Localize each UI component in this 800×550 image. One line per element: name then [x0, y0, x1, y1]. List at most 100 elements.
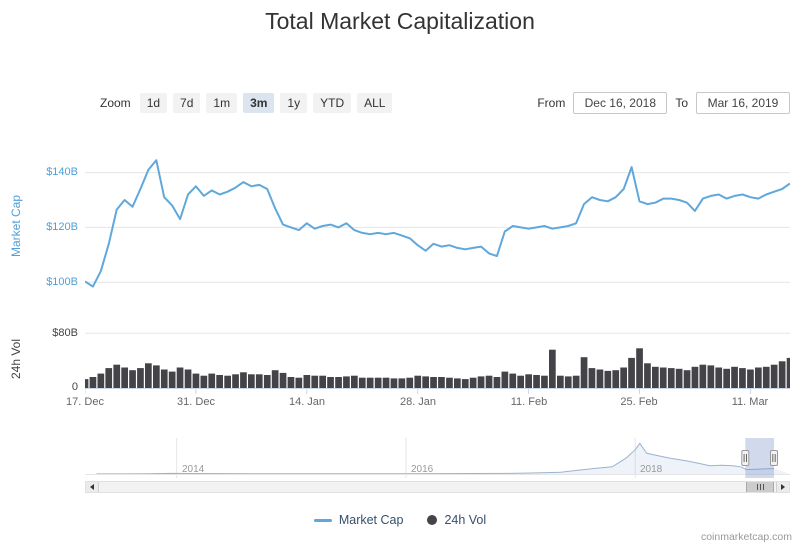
volume-bar[interactable]	[747, 369, 754, 389]
volume-bar[interactable]	[430, 377, 437, 388]
scroll-right-button[interactable]	[776, 482, 789, 492]
navigator[interactable]	[85, 438, 790, 478]
volume-bar[interactable]	[287, 377, 295, 388]
volume-bar[interactable]	[723, 368, 730, 388]
volume-bar[interactable]	[778, 361, 786, 388]
volume-bar[interactable]	[382, 377, 390, 388]
volume-bar[interactable]	[97, 373, 105, 388]
volume-bar[interactable]	[675, 368, 683, 388]
volume-bar[interactable]	[398, 378, 406, 388]
volume-bar[interactable]	[366, 377, 374, 388]
volume-bar[interactable]	[255, 374, 263, 388]
volume-bar[interactable]	[667, 368, 675, 388]
volume-bar[interactable]	[707, 365, 715, 388]
volume-bar[interactable]	[628, 357, 635, 388]
volume-bar[interactable]	[374, 377, 382, 388]
volume-bar[interactable]	[422, 376, 429, 388]
volume-bar[interactable]	[461, 379, 469, 388]
scrollbar-track[interactable]	[85, 481, 790, 493]
volume-bar[interactable]	[438, 377, 445, 388]
volume-bar[interactable]	[580, 357, 588, 388]
volume-bar[interactable]	[311, 375, 319, 388]
navigator-handle-right[interactable]	[770, 450, 778, 466]
volume-bar[interactable]	[572, 375, 580, 388]
volume-bar[interactable]	[739, 368, 746, 388]
volume-bar[interactable]	[770, 364, 778, 388]
volume-bar[interactable]	[715, 367, 723, 389]
credits-link[interactable]: coinmarketcap.com	[700, 531, 792, 543]
zoom-button-1y[interactable]: 1y	[280, 93, 308, 113]
volume-bar[interactable]	[533, 375, 540, 388]
volume-bar[interactable]	[564, 376, 572, 388]
volume-bar[interactable]	[145, 363, 152, 388]
volume-bar[interactable]	[105, 368, 113, 388]
volume-bar[interactable]	[691, 366, 699, 388]
zoom-button-3m[interactable]: 3m	[243, 93, 275, 113]
volume-bar[interactable]	[485, 375, 493, 388]
volume-chart[interactable]	[85, 330, 790, 398]
volume-bar[interactable]	[414, 375, 422, 388]
volume-bar[interactable]	[184, 369, 192, 389]
volume-bar[interactable]	[335, 377, 342, 388]
volume-bar[interactable]	[731, 366, 738, 388]
zoom-button-1m[interactable]: 1m	[206, 93, 238, 113]
volume-bar[interactable]	[604, 370, 612, 388]
legend-item-24h-vol[interactable]: 24h Vol	[427, 513, 486, 527]
volume-bar[interactable]	[303, 375, 311, 388]
volume-bar[interactable]	[541, 375, 548, 388]
navigator-selection[interactable]	[745, 438, 774, 478]
volume-bar[interactable]	[652, 366, 659, 388]
volume-bar[interactable]	[786, 357, 790, 388]
scroll-left-button[interactable]	[86, 482, 99, 492]
volume-bar[interactable]	[477, 376, 485, 388]
volume-bar[interactable]	[406, 377, 414, 388]
scrollbar-thumb[interactable]	[746, 482, 774, 492]
zoom-button-1d[interactable]: 1d	[139, 93, 168, 113]
volume-bar[interactable]	[469, 377, 477, 388]
volume-bar[interactable]	[644, 363, 651, 388]
volume-bar[interactable]	[271, 370, 279, 388]
volume-bar[interactable]	[89, 377, 97, 388]
volume-bar[interactable]	[549, 349, 556, 388]
to-date-input[interactable]	[696, 92, 790, 114]
volume-bar[interactable]	[248, 374, 255, 388]
volume-bar[interactable]	[762, 366, 770, 388]
volume-bar[interactable]	[319, 375, 326, 388]
volume-bar[interactable]	[327, 377, 334, 388]
volume-bar[interactable]	[137, 368, 144, 388]
volume-bar[interactable]	[699, 364, 707, 388]
volume-bar[interactable]	[113, 364, 121, 388]
volume-bar[interactable]	[85, 379, 89, 388]
volume-bar[interactable]	[454, 378, 461, 388]
volume-bar[interactable]	[501, 371, 509, 388]
volume-bar[interactable]	[636, 348, 643, 388]
volume-bar[interactable]	[525, 374, 532, 388]
volume-bar[interactable]	[493, 377, 501, 388]
volume-bar[interactable]	[263, 375, 271, 388]
volume-bar[interactable]	[129, 370, 136, 388]
volume-bar[interactable]	[659, 367, 667, 389]
market-cap-line[interactable]	[85, 159, 790, 288]
volume-bar[interactable]	[683, 370, 691, 388]
volume-bar[interactable]	[596, 369, 604, 389]
volume-bar[interactable]	[446, 377, 453, 388]
market-cap-chart[interactable]	[85, 152, 790, 300]
volume-bar[interactable]	[200, 375, 208, 388]
volume-bar[interactable]	[351, 375, 358, 388]
volume-bar[interactable]	[620, 367, 627, 389]
from-date-input[interactable]	[573, 92, 668, 114]
volume-bar[interactable]	[192, 373, 200, 388]
zoom-button-7d[interactable]: 7d	[173, 93, 201, 113]
volume-bar[interactable]	[343, 376, 350, 388]
zoom-button-all[interactable]: ALL	[357, 93, 393, 113]
volume-bar[interactable]	[224, 375, 231, 388]
volume-bar[interactable]	[176, 367, 184, 389]
zoom-button-ytd[interactable]: YTD	[313, 93, 352, 113]
volume-bar[interactable]	[517, 375, 524, 388]
volume-bar[interactable]	[153, 365, 160, 388]
volume-bar[interactable]	[279, 372, 287, 388]
volume-bar[interactable]	[612, 370, 620, 388]
legend-item-market-cap[interactable]: Market Cap	[313, 513, 403, 527]
volume-bar[interactable]	[390, 378, 398, 388]
volume-bar[interactable]	[121, 367, 128, 389]
